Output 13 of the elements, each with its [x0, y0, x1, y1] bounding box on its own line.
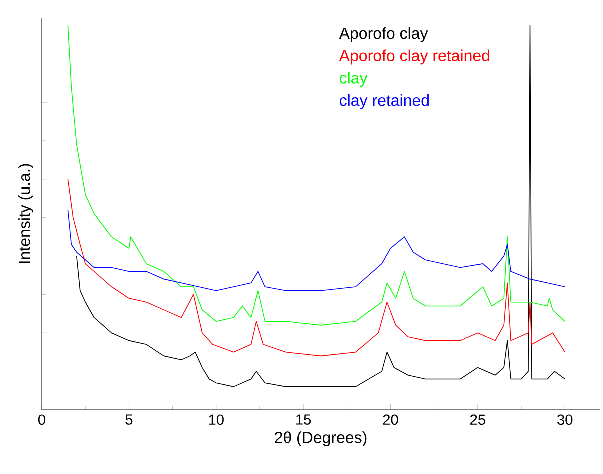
x-axis-title: 2θ (Degrees) — [275, 432, 367, 446]
x-tick-label: 20 — [383, 414, 398, 426]
x-tick-label: 30 — [558, 414, 573, 426]
x-tick-label: 10 — [209, 414, 224, 426]
x-tick-label: 25 — [470, 414, 486, 426]
text: clay retained — [340, 94, 429, 110]
x-tick-label: 0 — [38, 414, 46, 426]
text: clay — [340, 72, 368, 88]
x-tick-label: 15 — [296, 414, 312, 425]
y-axis-title: Intensity (u.a.) — [18, 164, 34, 264]
text: Aporofo clay — [339, 27, 428, 42]
text: Aporofo clay retained — [339, 50, 490, 65]
x-tick-label: 5 — [126, 414, 133, 425]
